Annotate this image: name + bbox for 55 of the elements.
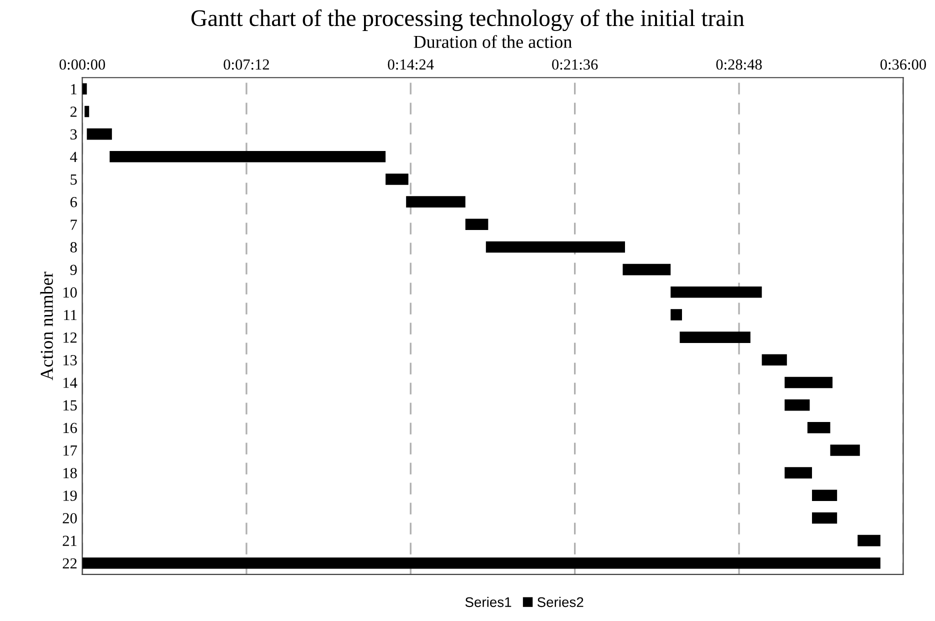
y-tick-label: 22 — [62, 558, 77, 568]
bar — [670, 309, 682, 320]
y-tick-label: 16 — [63, 422, 77, 434]
y-tick-label: 18 — [63, 468, 77, 478]
bar — [110, 151, 386, 162]
bar — [82, 557, 880, 569]
x-tick-label: 0:14:24 — [388, 59, 434, 70]
y-tick-label: 17 — [63, 445, 77, 456]
legend-label: Series2 — [537, 596, 584, 608]
y-axis-title: Action number — [40, 272, 53, 380]
chart-title: Gantt chart of the processing technology of the initial train — [191, 9, 744, 32]
y-tick-label: 15 — [63, 400, 77, 411]
text: Series1 — [465, 596, 512, 608]
bar — [812, 512, 838, 524]
bar — [622, 264, 671, 276]
bar — [386, 174, 408, 185]
x-tick-label: 0:00:00 — [60, 59, 106, 70]
y-tick-label: 8 — [70, 242, 77, 252]
x-tick-label: 0:07:12 — [224, 59, 269, 70]
bar — [680, 332, 750, 343]
bar — [830, 444, 860, 456]
y-tick-label: 7 — [70, 220, 77, 230]
y-tick-label: 11 — [64, 310, 76, 320]
y-tick-label: 9 — [70, 264, 77, 276]
y-tick-label: 19 — [63, 490, 77, 501]
y-tick-label: 12 — [63, 332, 77, 343]
y-tick-label: 5 — [70, 174, 77, 185]
bar — [465, 218, 488, 230]
x-tick-label: 0:36:00 — [880, 59, 926, 70]
bar — [86, 128, 112, 140]
y-tick-label: 21 — [62, 536, 76, 546]
bar — [84, 106, 90, 118]
y-tick-label: 14 — [63, 378, 78, 388]
bar — [486, 241, 626, 253]
bar — [784, 399, 810, 411]
y-tick-label: 13 — [63, 355, 77, 366]
x-tick-label: 0:21:36 — [552, 59, 598, 70]
bar — [784, 376, 833, 388]
bar — [406, 196, 466, 208]
bar — [858, 534, 880, 546]
y-tick-label: 1 — [71, 84, 76, 94]
y-tick-label: 4 — [70, 152, 78, 162]
bar — [784, 467, 812, 478]
y-tick-label: 6 — [70, 197, 77, 208]
y-tick-label: 3 — [70, 129, 77, 140]
bar — [812, 490, 838, 502]
bar — [762, 354, 787, 366]
y-tick-label: 20 — [62, 513, 77, 524]
x-tick-label: 0:28:48 — [716, 59, 762, 70]
bar — [807, 422, 830, 434]
bar — [670, 286, 762, 298]
y-tick-label: 2 — [70, 106, 77, 117]
x-axis-title: Duration of the action — [414, 35, 572, 48]
y-tick-label: 10 — [63, 287, 77, 298]
bar — [82, 83, 87, 95]
